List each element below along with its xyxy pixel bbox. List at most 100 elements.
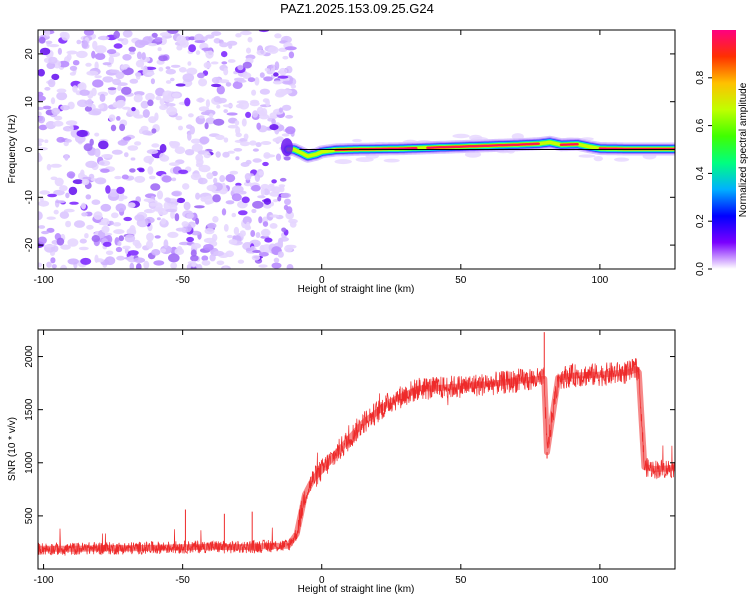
noise-speckle [44,139,49,143]
noise-speckle [196,97,205,103]
noise-speckle [255,232,261,238]
noise-speckle [284,46,297,51]
halo-speckle [578,154,596,158]
noise-speckle [247,77,256,83]
noise-speckle [187,61,192,66]
noise-speckle [50,257,56,264]
noise-speckle [231,185,244,193]
noise-speckle [154,37,163,42]
noise-speckle [269,201,274,207]
noise-speckle [105,250,114,256]
noise-speckle [245,159,252,165]
ridge-core-center [426,143,540,149]
x-tick-label: 0 [319,575,325,586]
noise-speckle [221,51,228,58]
noise-speckle [228,239,238,245]
noise-speckle [250,230,256,237]
noise-speckle [124,152,129,158]
noise-speckle [38,95,46,102]
figure-title: PAZ1.2025.153.09.25.G24 [280,1,434,16]
noise-speckle [195,192,201,200]
noise-speckle [113,229,125,235]
noise-speckle [72,60,80,66]
noise-speckle [209,254,216,262]
noise-speckle [233,226,240,236]
noise-speckle [260,141,272,145]
noise-speckle [235,156,240,161]
noise-speckle [262,98,269,103]
noise-speckle [223,224,229,232]
noise-speckle [213,177,218,184]
noise-speckle [134,242,142,249]
noise-speckle [240,30,252,36]
noise-speckle [69,124,74,132]
noise-speckle [80,169,85,177]
noise-speckle [98,104,105,109]
noise-speckle [170,77,175,82]
noise-speckle [67,238,79,247]
noise-speckle [285,65,293,74]
noise-speckle [129,262,135,269]
noise-speckle [76,39,82,45]
noise-speckle [262,161,269,167]
noise-speckle [223,266,228,269]
noise-speckle [260,187,265,196]
noise-speckle [252,200,264,209]
noise-speckle [217,97,227,104]
noise-speckle [39,47,51,56]
noise-speckle [237,259,245,264]
noise-speckle [262,221,269,227]
noise-speckle [51,107,61,115]
spectrogram-plot-area [38,30,675,269]
noise-speckle [166,106,178,116]
noise-speckle [171,191,181,197]
noise-speckle [57,47,63,55]
noise-speckle [56,237,65,246]
noise-speckle [117,99,126,107]
noise-speckle [204,227,215,235]
noise-speckle [133,94,143,103]
noise-speckle [102,76,114,83]
noise-speckle [205,34,215,39]
noise-speckle [239,230,246,237]
noise-speckle [269,214,280,218]
noise-speckle [211,31,222,36]
noise-speckle [94,254,99,263]
noise-speckle [79,238,87,244]
noise-speckle [54,115,63,121]
noise-speckle [148,43,158,47]
noise-speckle [81,178,90,186]
x-tick-label: -100 [34,275,54,286]
noise-speckle [259,88,270,95]
noise-speckle [282,55,289,60]
noise-speckle [120,64,128,70]
noise-speckle [182,183,190,190]
snr-y-label: SNR (10 * v/v) [7,417,18,481]
noise-speckle [145,208,152,213]
noise-speckle [59,185,68,192]
noise-speckle [282,80,293,85]
noise-speckle [190,173,202,181]
noise-speckle [221,208,227,216]
noise-speckle [107,87,117,91]
x-tick-label: -50 [175,575,190,586]
noise-speckle [85,160,98,168]
noise-speckle [245,221,251,230]
noise-speckle [200,111,211,116]
noise-speckle [146,71,155,76]
noise-speckle [140,100,149,109]
noise-speckle [205,117,216,125]
noise-speckle [48,44,60,48]
noise-speckle [222,104,234,108]
noise-speckle [258,252,269,257]
noise-speckle [94,45,107,54]
noise-speckle [243,133,249,140]
noise-speckle [251,89,257,96]
noise-speckle [272,199,279,203]
noise-speckle [38,68,45,77]
noise-speckle [161,175,172,183]
noise-speckle [151,128,157,134]
noise-speckle [213,250,225,257]
noise-speckle [203,152,211,159]
